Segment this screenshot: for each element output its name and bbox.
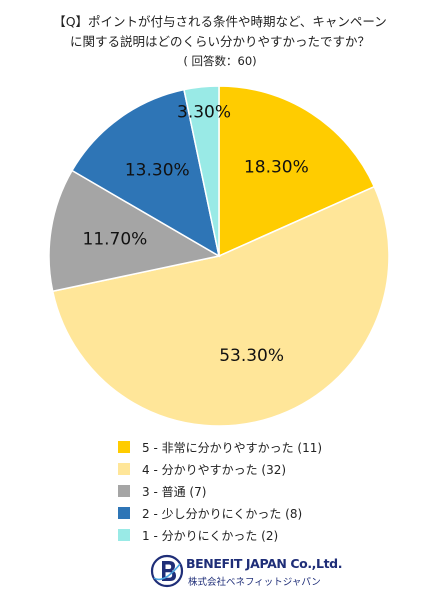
- pie-label-5: 18.30%: [244, 158, 309, 178]
- benefit-japan-logo-icon: [150, 554, 184, 588]
- title-line-1: 【Q】ポイントが付与される条件や時期など、キャンペーン: [53, 14, 387, 29]
- company-logo: BENEFIT JAPAN Co.,Ltd. 株式会社ベネフィットジャパン: [150, 552, 342, 592]
- legend-label: 2 - 少し分かりにくかった (8): [142, 506, 303, 521]
- legend-item-4: 4 - 分かりやすかった (32): [118, 458, 322, 480]
- legend-swatch: [118, 441, 130, 453]
- legend-label: 4 - 分かりやすかった (32): [142, 462, 287, 477]
- legend-swatch: [118, 463, 130, 475]
- chart-legend: 5 - 非常に分かりやすかった (11) 4 - 分かりやすかった (32) 3 -…: [118, 436, 322, 546]
- legend-swatch: [118, 485, 130, 497]
- legend-item-2: 2 - 少し分かりにくかった (8): [118, 502, 322, 524]
- legend-item-1: 1 - 分かりにくかった (2): [118, 524, 322, 546]
- legend-swatch: [118, 507, 130, 519]
- logo-company-name-jp: 株式会社ベネフィットジャパン: [188, 577, 321, 588]
- pie-label-1: 3.30%: [177, 102, 231, 122]
- pie-slice-5: [218, 85, 376, 258]
- legend-label: 1 - 分かりにくかった (2): [142, 528, 279, 543]
- logo-company-name: BENEFIT JAPAN Co.,Ltd.: [186, 556, 343, 571]
- response-count: ( 回答数：60): [183, 54, 257, 68]
- pie-slice-1: [183, 85, 220, 257]
- chart-title: 【Q】ポイントが付与される条件や時期など、キャンペーン に関する説明はどのくらい…: [0, 12, 440, 70]
- pie-slice-4: [51, 185, 390, 427]
- title-line-2: に関する説明はどのくらい分かりやすかったですか？: [69, 34, 370, 49]
- legend-item-5: 5 - 非常に分かりやすかった (11): [118, 436, 322, 458]
- pie-label-2: 13.30%: [125, 161, 190, 181]
- pie-label-3: 11.70%: [83, 229, 148, 249]
- legend-item-3: 3 - 普通 (7): [118, 480, 322, 502]
- pie-label-4: 53.30%: [219, 346, 284, 366]
- legend-label: 3 - 普通 (7): [142, 484, 207, 499]
- legend-label: 5 - 非常に分かりやすかった (11): [142, 440, 323, 455]
- legend-swatch: [118, 529, 130, 541]
- pie-slice-2: [71, 88, 221, 258]
- pie-slice-3: [48, 169, 222, 293]
- pie-chart: 18.30% 53.30% 11.70% 13.30% 3.30%: [48, 85, 390, 427]
